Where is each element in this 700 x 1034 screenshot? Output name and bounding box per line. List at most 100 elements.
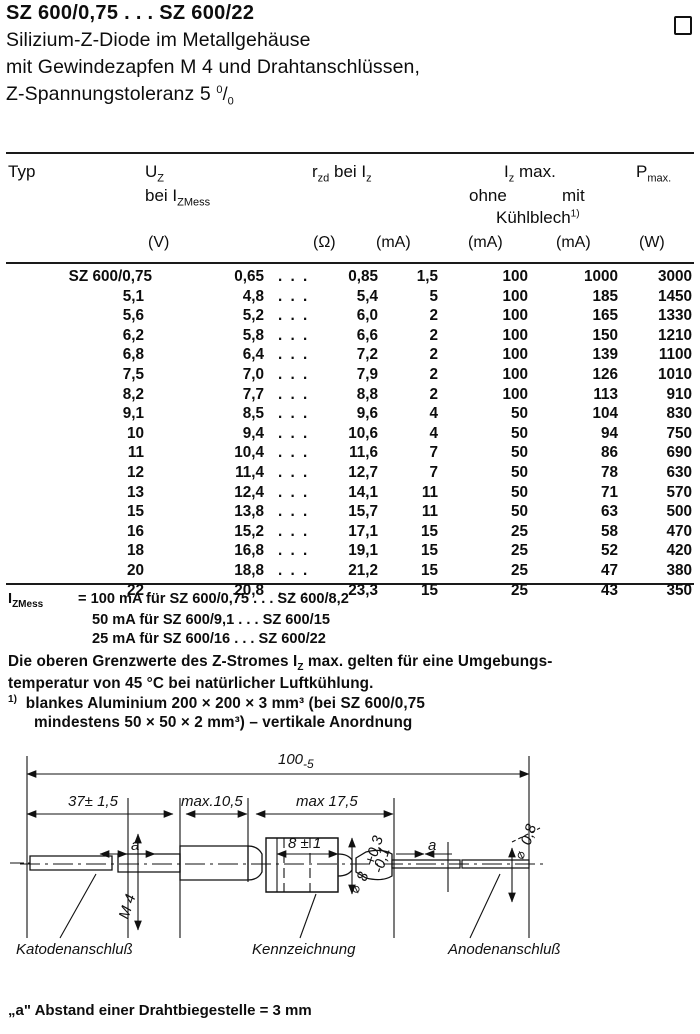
cell-iz-max-ohne: 150 [592,326,618,344]
cell-iz-max-mit: 380 [666,561,692,579]
cell-uz-max: 19,1 [348,542,378,560]
dim-a-right: a [428,837,436,854]
cell-uz-min: 7,7 [242,385,264,403]
cell-iz-max-mit: 470 [666,522,692,540]
cell-iz: 100 [502,287,528,305]
cell-iz-max-ohne: 185 [592,287,618,305]
cell-rzd: 1,5 [416,268,438,285]
cell-iz-max-mit: 500 [666,503,692,521]
table-row: SZ 600/0,750,65. . .0,851,5100100030003,… [0,268,700,288]
cell-iz-max-mit: 1210 [657,326,692,344]
cell-iz: 100 [502,307,528,325]
table-row: 5,65,2. . .6,0210016513308 [0,307,700,327]
cell-range-dots: . . . [278,503,310,521]
cell-uz-min: 10,4 [234,444,264,462]
dim-total: 100-5 [278,751,314,771]
cell-rzd: 7 [429,444,438,462]
cell-range-dots: . . . [278,307,310,325]
izmess-value-1: 100 mA für SZ 600/0,75 . . . SZ 600/8,2 [90,591,349,607]
cell-rzd: 15 [420,542,438,560]
cell-iz: 25 [510,581,528,599]
column-header-kuehlblech: Kühlblech1) [496,208,580,227]
dim-37: 37± 1,5 [68,793,119,810]
cell-iz-max-mit: 3000 [657,268,692,285]
dim-8pm1: 8 ± 1 [288,835,321,852]
column-header-rzd: rzd bei Iz [312,162,372,185]
cell-uz-max: 17,1 [348,522,378,540]
cell-iz: 50 [510,405,528,423]
cell-iz: 25 [510,522,528,540]
cell-iz-max-ohne: 126 [592,365,618,383]
cell-uz-max: 6,6 [356,326,378,344]
drawing-caption: „a" Abstand einer Drahtbiegestelle = 3 m… [8,1002,312,1019]
cell-iz: 50 [510,503,528,521]
mechanical-drawing: 100-5 37± 1,5 max.10,5 max 17,5 8 ± 1 a … [0,742,700,964]
table-row: 8,27,7. . .8,821001139108 [0,386,700,406]
cell-range-dots: . . . [278,385,310,403]
cell-uz-max: 8,8 [356,385,378,403]
cell-uz-max: 7,9 [356,365,378,383]
cell-uz-max: 6,0 [356,307,378,325]
cell-uz-min: 6,4 [242,346,264,364]
izmess-value-3: 25 mA für SZ 600/16 . . . SZ 600/22 [92,630,326,647]
description-line-1: Silizium-Z-Diode im Metallgehäuse [6,28,311,51]
dim-thread-m4: M 4 [116,892,140,921]
column-header-uz-sub: bei IZMess [145,186,211,209]
table-top-rule [6,152,694,155]
cell-iz-max-mit: 1450 [657,287,692,305]
cell-uz-min: 20,8 [234,581,264,599]
label-anode: Anodenanschluß [447,941,561,958]
svg-text:8: 8 [354,869,373,883]
cell-typ: 12 [126,463,144,481]
cell-iz-max-mit: 570 [666,483,692,501]
table-row: 6,86,4. . .7,2210013911008 [0,346,700,366]
cell-uz-max: 15,7 [348,503,378,521]
cell-rzd: 4 [429,405,438,423]
cell-uz-min: 0,65 [234,268,264,285]
cell-iz-max-ohne: 78 [600,463,618,481]
cell-iz: 50 [510,424,528,442]
cell-iz: 100 [502,365,528,383]
cell-uz-min: 5,8 [242,326,264,344]
cell-typ: 6,8 [122,346,144,364]
cell-iz: 100 [502,346,528,364]
cell-rzd: 4 [429,424,438,442]
cell-uz-max: 12,7 [348,463,378,481]
cell-range-dots: . . . [278,542,310,560]
cell-uz-min: 13,8 [234,503,264,521]
footnote-line-1: 1) blankes Aluminium 200 × 200 × 3 mm³ (… [8,693,425,712]
cell-uz-min: 9,4 [242,424,264,442]
cell-range-dots: . . . [278,522,310,540]
table-row: 9,18,5. . .9,64501048308 [0,405,700,425]
cell-iz: 50 [510,483,528,501]
ambient-note-line-2: temperatur von 45 °C bei natürlicher Luf… [8,675,374,693]
column-header-izmax: Iz max. [504,162,556,185]
cell-iz: 100 [502,326,528,344]
cell-uz-max: 0,85 [348,268,378,285]
cell-iz: 25 [510,542,528,560]
cell-uz-max: 23,3 [348,581,378,599]
cell-range-dots: . . . [278,463,310,481]
cell-uz-max: 11,6 [349,444,378,462]
cell-uz-max: 21,2 [348,561,378,579]
cell-range-dots: . . . [278,405,310,423]
cell-typ: 10 [126,424,144,442]
cell-uz-min: 4,8 [242,287,264,305]
table-row: 6,25,8. . .6,6210015012108 [0,327,700,347]
cell-iz: 25 [510,561,528,579]
cell-typ: SZ 600/0,75 [68,268,152,285]
cell-iz-max-ohne: 165 [592,307,618,325]
izmess-note-line-3: 25 mA für SZ 600/16 . . . SZ 600/22 [8,630,698,649]
table-body: SZ 600/0,750,65. . .0,851,5100100030003,… [0,268,700,601]
cell-rzd: 15 [420,561,438,579]
notes-block: IZMess = 100 mA für SZ 600/0,75 . . . SZ … [8,590,698,732]
svg-text:⌀: ⌀ [512,849,529,861]
label-cathode: Katodenanschluß [16,941,133,958]
drawing-svg: 100-5 37± 1,5 max.10,5 max 17,5 8 ± 1 a … [10,751,561,958]
